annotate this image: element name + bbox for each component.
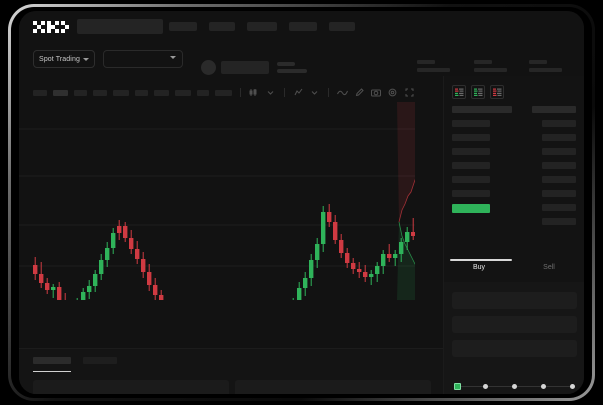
stat-block-2: [529, 60, 562, 72]
amount-percent-slider[interactable]: [454, 382, 576, 392]
timeframe-6[interactable]: [154, 89, 169, 96]
orderbook-row[interactable]: [542, 120, 576, 127]
chart-gridlines: [19, 128, 415, 267]
stat-block-0: [417, 60, 450, 72]
orderbook-view-toggles: [452, 85, 504, 99]
slider-step-75[interactable]: [541, 384, 546, 389]
stat-label: [529, 60, 547, 64]
orders-tab-1[interactable]: [83, 357, 117, 364]
market-depth-chart: [397, 102, 415, 300]
orders-card-1: [235, 380, 431, 394]
nav-item-4[interactable]: [329, 22, 355, 31]
orderbook-header-left: [452, 106, 512, 113]
toolbar-divider: [328, 88, 330, 97]
orderbook-header-right: [532, 106, 576, 113]
candlestick-chart-icon[interactable]: [249, 87, 260, 98]
market-type-select[interactable]: Spot Trading: [33, 50, 95, 68]
nav-item-2[interactable]: [247, 22, 277, 31]
orderbook-both-icon[interactable]: [452, 85, 466, 99]
coin-avatar: [201, 60, 216, 75]
pencil-draw-icon[interactable]: [354, 87, 365, 98]
orderbook-row[interactable]: [542, 204, 576, 211]
app-header: [19, 11, 584, 42]
orderbook-asks-icon[interactable]: [490, 85, 504, 99]
fullscreen-icon[interactable]: [404, 87, 415, 98]
settings-gear-icon[interactable]: [388, 87, 399, 98]
chevron-down-icon[interactable]: [265, 87, 276, 98]
chevron-down-icon: [82, 57, 89, 61]
stat-value: [474, 68, 507, 72]
market-type-label: Spot Trading: [39, 55, 80, 63]
orders-tab-0[interactable]: [33, 357, 71, 364]
orders-tab-underline: [33, 371, 71, 372]
orders-card-0: [33, 380, 229, 394]
trade-side-tabs: Buy Sell: [444, 256, 584, 282]
volume-chart: [19, 300, 415, 348]
volume-bar-series: [19, 300, 415, 348]
timeframe-7[interactable]: [175, 89, 191, 96]
toolbar-divider: [239, 88, 241, 97]
orderbook-row[interactable]: [452, 162, 490, 169]
trading-pair-select[interactable]: [103, 50, 183, 68]
ticker-change-label: [277, 62, 295, 66]
price-chart[interactable]: [19, 102, 415, 300]
timeframe-1[interactable]: [52, 89, 69, 96]
orders-panel: [19, 348, 443, 394]
chevron-down-icon: [170, 56, 176, 59]
timeframe-4[interactable]: [113, 89, 129, 96]
orderbook-row[interactable]: [542, 134, 576, 141]
timeframe-9[interactable]: [215, 89, 232, 96]
orders-tabs: [33, 357, 117, 364]
stat-label: [474, 60, 492, 64]
search-input[interactable]: [77, 19, 163, 34]
nav-item-3[interactable]: [289, 22, 317, 31]
nav-item-1[interactable]: [209, 22, 235, 31]
slider-handle[interactable]: [454, 383, 461, 390]
order-price-field[interactable]: [452, 292, 577, 309]
tab-sell[interactable]: Sell: [543, 264, 555, 271]
slider-step-25[interactable]: [483, 384, 488, 389]
orderbook-panel: Buy Sell: [443, 76, 584, 394]
stat-value: [529, 68, 562, 72]
orderbook-row-highlighted[interactable]: [452, 204, 490, 213]
orderbook-row[interactable]: [542, 162, 576, 169]
slider-step-100[interactable]: [570, 384, 575, 389]
timeframe-2[interactable]: [74, 89, 87, 96]
stat-label: [417, 60, 435, 64]
slider-step-50[interactable]: [512, 384, 517, 389]
trade-order-form: [444, 282, 584, 394]
timeframe-0[interactable]: [33, 89, 47, 96]
orderbook-bids-icon[interactable]: [471, 85, 485, 99]
orderbook-row[interactable]: [542, 218, 576, 225]
camera-snapshot-icon[interactable]: [371, 87, 382, 98]
order-amount-field[interactable]: [452, 316, 577, 333]
stat-value: [417, 68, 450, 72]
ticker-price-value: [221, 61, 269, 74]
trendline-icon[interactable]: [337, 87, 349, 98]
tab-buy[interactable]: Buy: [472, 264, 486, 271]
trade-tab-underline: [450, 259, 512, 261]
ticker-change-value: [277, 69, 307, 73]
orderbook-row[interactable]: [542, 148, 576, 155]
orderbook-row[interactable]: [452, 148, 490, 155]
chart-toolbar: [19, 83, 415, 102]
chevron-down-icon[interactable]: [310, 87, 321, 98]
orderbook-row[interactable]: [542, 176, 576, 183]
candlestick-series: [33, 204, 415, 300]
orderbook-row[interactable]: [542, 190, 576, 197]
okx-logo-icon[interactable]: [33, 21, 69, 33]
orderbook-row[interactable]: [452, 190, 490, 197]
nav-item-0[interactable]: [169, 22, 197, 31]
orderbook-row[interactable]: [452, 120, 490, 127]
orderbook-row[interactable]: [452, 176, 490, 183]
stat-block-1: [474, 60, 507, 72]
timeframe-5[interactable]: [134, 89, 149, 96]
indicators-icon[interactable]: [293, 87, 304, 98]
okx-trading-app: Spot Trading: [19, 11, 584, 394]
toolbar-divider: [283, 88, 285, 97]
timeframe-3[interactable]: [92, 89, 108, 96]
order-total-field[interactable]: [452, 340, 577, 357]
timeframe-8[interactable]: [196, 89, 210, 96]
orderbook-row[interactable]: [452, 134, 490, 141]
